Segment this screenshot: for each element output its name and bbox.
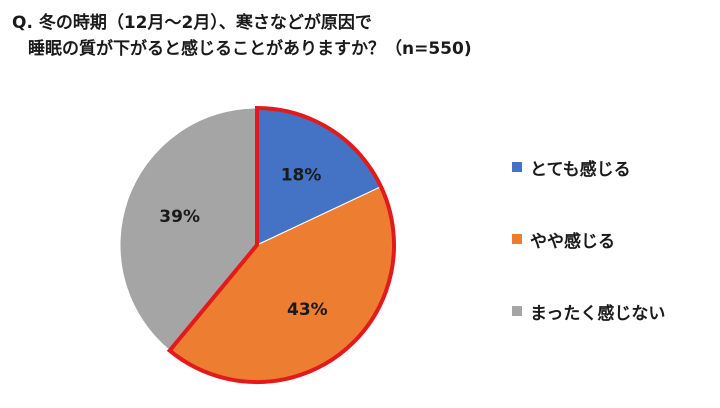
legend-item-1: とても感じる [512,154,665,180]
legend-label: まったく感じない [530,303,666,324]
slice-label-3: 39% [159,207,200,227]
slice-label-2: 43% [287,300,328,320]
slice-label-1: 18% [281,166,322,186]
highlight-outline [166,105,396,384]
legend: とても感じる やや感じるまったく感じない [512,154,665,370]
legend-swatch [512,306,522,316]
pie-slice-3 [119,107,258,352]
legend-swatch [512,162,522,172]
legend-swatch [512,234,522,244]
question-line-2: 睡眠の質が下がると感じることがありますか？（n=550) [28,39,472,59]
legend-label: とても感じる [530,159,631,180]
legend-label: やや感じる [530,231,615,252]
question-title: Q. 冬の時期（12月～2月）、寒さなどが原因で 睡眠の質が下がると感じることが… [12,10,472,62]
legend-item-2: やや感じる [512,226,665,252]
question-line-1: Q. 冬の時期（12月～2月）、寒さなどが原因で [12,13,372,33]
slice-labels: 18% 43% 39% [159,166,327,320]
legend-item-3: まったく感じない [512,298,665,324]
